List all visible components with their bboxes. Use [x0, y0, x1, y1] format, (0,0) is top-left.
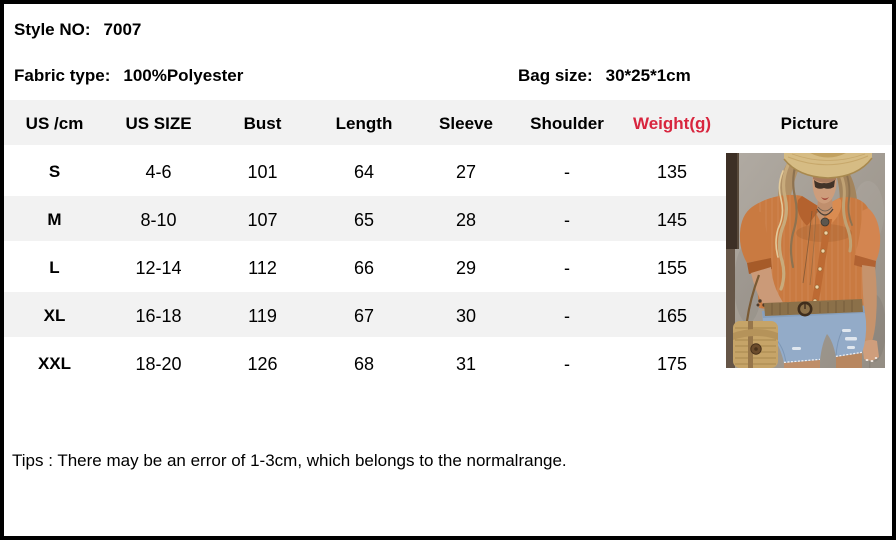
cell-bust: 107: [212, 196, 313, 244]
table-row-xxl: XXL 18-20 126 68 31 - 175: [4, 340, 892, 388]
column-header-picture: Picture: [727, 100, 892, 148]
cell-bust: 126: [247, 353, 278, 374]
product-photo: [726, 153, 885, 368]
cell-shoulder: -: [564, 161, 570, 182]
cell-length: 66: [353, 257, 375, 278]
cell-us-size: 18-20: [135, 353, 182, 374]
cell-sleeve: 30: [415, 292, 517, 340]
cell-sleeve: 28: [415, 196, 517, 244]
cell-weight: 175: [656, 353, 688, 374]
cell-sleeve: 29: [455, 257, 477, 278]
cell-shoulder: -: [564, 257, 570, 278]
column-header-bust: Bust: [212, 100, 313, 148]
column-header-weight: Weight(g): [617, 100, 727, 148]
cell-bust: 119: [212, 292, 313, 340]
cell-length: 65: [313, 196, 415, 244]
column-header-shoulder: Shoulder: [517, 100, 617, 148]
column-header-us-size: US SIZE: [105, 100, 212, 148]
cell-size: XL: [4, 292, 105, 340]
table-row-xl: XL 16-18 119 67 30 - 165: [4, 292, 892, 340]
cell-length: 68: [353, 353, 375, 374]
cell-size: M: [4, 196, 105, 244]
column-header-us-cm: US /cm: [4, 100, 105, 148]
fabric-type-label: Fabric type:: [14, 66, 111, 85]
cell-size: XXL: [37, 354, 72, 373]
column-header-sleeve: Sleeve: [415, 100, 517, 148]
style-number-line: Style NO: 7007: [14, 20, 141, 40]
cell-sleeve: 31: [455, 353, 477, 374]
style-number-value: 7007: [103, 20, 142, 39]
cell-shoulder: -: [517, 292, 617, 340]
cell-us-size: 12-14: [135, 257, 182, 278]
cell-us-size: 16-18: [105, 292, 212, 340]
fabric-type-line: Fabric type: 100%Polyester: [14, 66, 243, 86]
table-header-row: US /cm US SIZE Bust Length Sleeve Should…: [4, 100, 892, 148]
table-row-m: M 8-10 107 65 28 - 145: [4, 196, 892, 244]
bag-size-line: Bag size: 30*25*1cm: [518, 66, 691, 86]
cell-sleeve: 27: [455, 161, 477, 182]
cell-length: 64: [353, 161, 375, 182]
cell-weight: 155: [656, 257, 688, 278]
cell-shoulder: -: [564, 353, 570, 374]
cell-us-size: 4-6: [145, 161, 172, 182]
style-number-label: Style NO:: [14, 20, 91, 39]
cell-weight: 145: [617, 196, 727, 244]
column-header-length: Length: [313, 100, 415, 148]
cell-bust: 112: [248, 257, 277, 278]
cell-length: 67: [313, 292, 415, 340]
bag-size-label: Bag size:: [518, 66, 593, 85]
cell-weight: 165: [617, 292, 727, 340]
fabric-type-value: 100%Polyester: [123, 66, 244, 85]
tips-text: Tips : There may be an error of 1-3cm, w…: [12, 451, 567, 470]
cell-size: S: [48, 162, 61, 181]
cell-size: L: [49, 258, 60, 277]
cell-weight: 135: [656, 161, 688, 182]
product-photo-illustration: [726, 153, 885, 368]
cell-shoulder: -: [517, 196, 617, 244]
bag-size-value: 30*25*1cm: [605, 66, 691, 85]
cell-bust: 101: [247, 161, 278, 182]
table-row-l: L 12-14 112 66 29 - 155: [4, 244, 892, 292]
cell-us-size: 8-10: [105, 196, 212, 244]
